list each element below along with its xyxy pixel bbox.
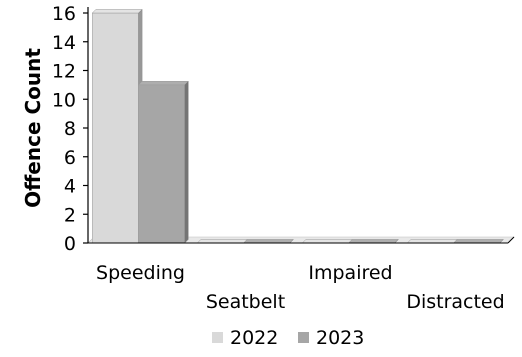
legend: 2022 2023 xyxy=(212,327,364,349)
plot-area xyxy=(87,8,515,244)
bar-top xyxy=(301,239,353,244)
bar-top xyxy=(242,239,294,244)
y-tick-label: 10 xyxy=(52,89,76,111)
bar xyxy=(301,239,353,244)
bar xyxy=(196,239,248,244)
x-tick-label: Seatbelt xyxy=(206,291,285,313)
x-axis-depth xyxy=(507,236,515,244)
bar xyxy=(242,239,294,244)
bar-top xyxy=(196,239,248,244)
y-tick-label: 14 xyxy=(52,32,76,54)
y-tick-label: 8 xyxy=(64,118,76,140)
bar-side xyxy=(499,239,504,244)
bar-top xyxy=(137,81,189,86)
bar-side xyxy=(184,80,189,244)
legend-item: 2023 xyxy=(298,327,364,349)
bar-top xyxy=(406,239,458,244)
bar xyxy=(137,80,189,244)
legend-label: 2023 xyxy=(316,327,364,349)
y-tick-label: 0 xyxy=(64,233,76,255)
legend-item: 2022 xyxy=(212,327,278,349)
y-tick-label: 4 xyxy=(64,176,76,198)
x-tick-label: Impaired xyxy=(308,262,392,284)
bar-side xyxy=(289,239,294,244)
x-tick-label: Distracted xyxy=(406,291,504,313)
y-tick-label: 2 xyxy=(64,204,76,226)
y-axis: 0 2 4 6 8 10 12 14 16 xyxy=(52,3,89,255)
bar-top xyxy=(347,239,399,244)
legend-swatch xyxy=(298,332,309,343)
bar xyxy=(406,239,458,244)
y-axis-title: Offence Count xyxy=(21,48,45,208)
y-tick-label: 12 xyxy=(52,61,76,83)
bar-front xyxy=(138,84,185,244)
bar-top xyxy=(452,239,504,244)
bar xyxy=(91,8,143,244)
bar xyxy=(347,239,399,244)
legend-swatch xyxy=(212,332,223,343)
y-tick-label: 16 xyxy=(52,3,76,25)
bar-side xyxy=(394,239,399,244)
legend-label: 2022 xyxy=(230,327,278,349)
x-tick-label: Speeding xyxy=(96,262,185,284)
bar xyxy=(452,239,504,244)
y-tick-label: 6 xyxy=(64,147,76,169)
x-axis: Speeding Seatbelt Impaired Distracted xyxy=(88,236,515,313)
bar-top xyxy=(91,9,143,14)
bar-front xyxy=(92,12,139,244)
